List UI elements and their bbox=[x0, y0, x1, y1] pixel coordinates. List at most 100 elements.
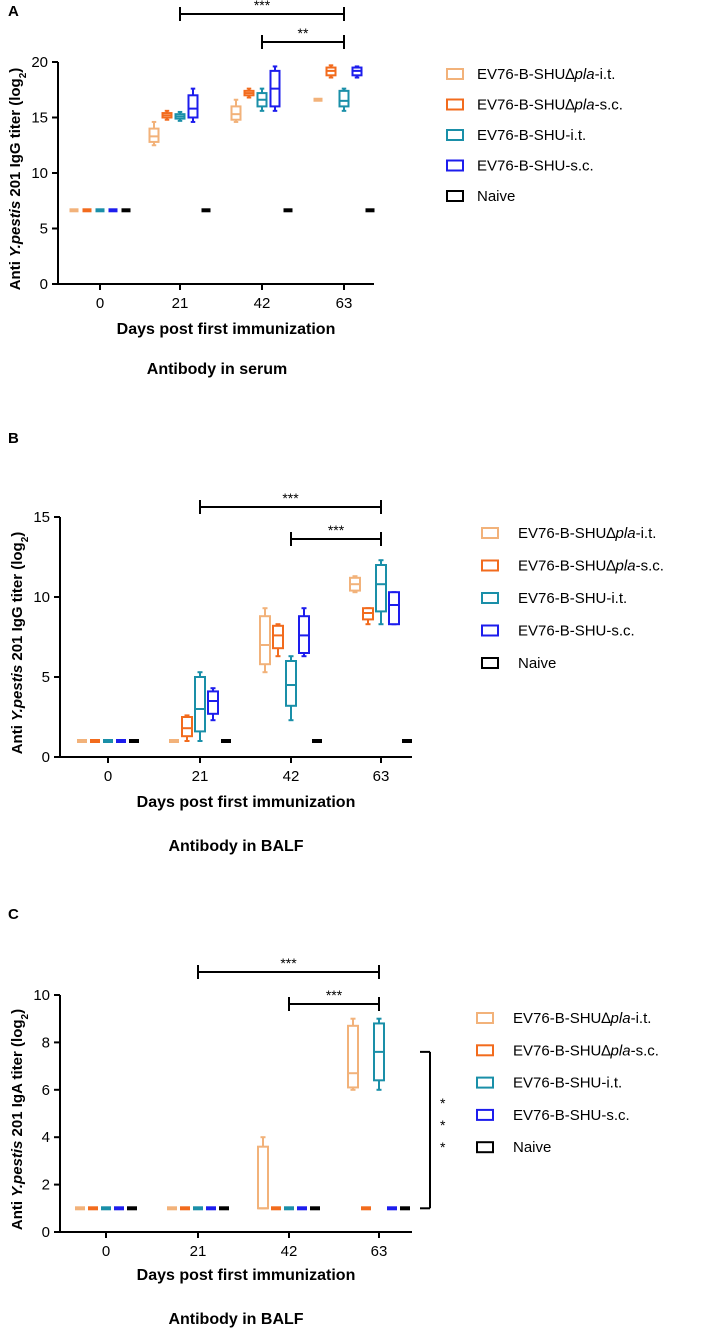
legend-label-part: pla bbox=[610, 1010, 631, 1027]
panel-label: A bbox=[8, 3, 19, 20]
y-axis-label: Anti Y.pestis 201 IgA titer (log2) bbox=[9, 1009, 31, 1230]
box bbox=[181, 716, 193, 738]
panel-caption: Antibody in BALF bbox=[168, 1311, 303, 1328]
sig-vertical-star: * bbox=[440, 1139, 446, 1155]
y-axis-label-part: ) bbox=[9, 532, 26, 537]
legend-label: EV76-B-SHU-s.c. bbox=[518, 623, 635, 640]
y-tick-label: 4 bbox=[42, 1129, 50, 1146]
sig-label: *** bbox=[280, 955, 297, 971]
box-marker bbox=[77, 739, 87, 743]
box bbox=[230, 105, 242, 121]
box-marker bbox=[116, 739, 126, 743]
box-marker bbox=[101, 1206, 111, 1211]
box-marker bbox=[90, 739, 100, 743]
legend-swatch bbox=[476, 1012, 494, 1024]
box-marker bbox=[103, 739, 113, 743]
y-axis-label: Anti Y.pestis 201 IgG titer (log2) bbox=[7, 68, 29, 291]
y-tick-label: 10 bbox=[33, 987, 50, 1004]
box bbox=[272, 624, 284, 650]
legend-label-part: EV76-B-SHU∆ bbox=[477, 97, 575, 114]
box-marker bbox=[402, 739, 412, 743]
x-tick-label: 63 bbox=[371, 1243, 388, 1260]
legend-label: Naive bbox=[518, 655, 556, 672]
sig-label: *** bbox=[326, 987, 343, 1003]
y-axis-label-part: Anti bbox=[9, 721, 26, 754]
box-marker bbox=[180, 1206, 190, 1211]
legend-label: EV76-B-SHU∆pla-s.c. bbox=[518, 558, 664, 575]
legend-label-part: EV76-B-SHU-s.c. bbox=[513, 1107, 630, 1124]
legend-label-part: EV76-B-SHU-s.c. bbox=[518, 623, 635, 640]
legend-label-part: pla bbox=[610, 1042, 631, 1059]
x-tick-label: 42 bbox=[283, 768, 300, 785]
x-tick-label: 63 bbox=[373, 768, 390, 785]
x-tick-label: 21 bbox=[190, 1243, 207, 1260]
legend-label-part: -s.c. bbox=[636, 558, 664, 575]
legend-label: EV76-B-SHU∆pla-s.c. bbox=[477, 97, 623, 114]
legend-label: Naive bbox=[477, 188, 515, 205]
y-axis-label-part: Y.pestis bbox=[9, 1141, 26, 1197]
panel-label: C bbox=[8, 906, 19, 923]
y-axis-label-part: Anti bbox=[9, 1197, 26, 1230]
legend-label-part: EV76-B-SHU∆ bbox=[513, 1042, 611, 1059]
legend-label-part: Naive bbox=[518, 655, 556, 672]
x-tick-label: 0 bbox=[96, 295, 104, 312]
sig-label: *** bbox=[282, 490, 299, 506]
box-marker bbox=[75, 1206, 85, 1211]
legend-label-part: EV76-B-SHU∆ bbox=[518, 558, 616, 575]
legend-label-part: pla bbox=[574, 66, 595, 83]
y-axis-label-part: 201 IgA titer (log bbox=[9, 1019, 26, 1140]
legend-label-part: -i.t. bbox=[636, 525, 657, 542]
legend-swatch bbox=[476, 1076, 494, 1089]
x-tick-label: 0 bbox=[104, 768, 112, 785]
legend-label-part: -i.t. bbox=[631, 1010, 652, 1027]
y-tick-label: 2 bbox=[42, 1177, 50, 1194]
legend-swatch bbox=[446, 98, 464, 111]
box bbox=[207, 690, 219, 715]
panel-label: B bbox=[8, 430, 19, 447]
box bbox=[187, 94, 199, 119]
legend-label-part: EV76-B-SHU∆ bbox=[513, 1010, 611, 1027]
sig-label: *** bbox=[328, 522, 345, 538]
legend-label: EV76-B-SHU∆pla-s.c. bbox=[513, 1042, 659, 1059]
box bbox=[148, 127, 160, 143]
legend-label-part: EV76-B-SHU∆ bbox=[518, 525, 616, 542]
box-marker bbox=[127, 1206, 137, 1211]
box bbox=[375, 564, 387, 613]
box-marker bbox=[95, 208, 105, 213]
sig-label: ** bbox=[298, 25, 309, 41]
legend-swatch bbox=[446, 68, 464, 80]
box-marker bbox=[400, 1206, 410, 1211]
y-axis-label-part: 201 IgG titer (log bbox=[7, 78, 24, 201]
legend-label: EV76-B-SHU-i.t. bbox=[518, 590, 627, 607]
box bbox=[259, 615, 271, 666]
box-marker bbox=[88, 1206, 98, 1211]
legend-swatch bbox=[481, 592, 499, 604]
legend-label: EV76-B-SHU∆pla-i.t. bbox=[518, 525, 656, 542]
panel-C: C 0 2 4 6 8 10 0 21 42 63 Anti Y.pestis 201 IgA tit… bbox=[8, 906, 659, 1328]
panel-B: B 0 5 10 15 0 21 42 63 Anti Y.pestis 201 IgG tite… bbox=[8, 430, 664, 855]
legend-swatch bbox=[446, 129, 464, 141]
box-marker bbox=[284, 1206, 294, 1211]
y-tick-label: 5 bbox=[40, 221, 48, 238]
legend-label-part: EV76-B-SHU-i.t. bbox=[513, 1075, 622, 1092]
legend-swatch bbox=[476, 1108, 494, 1121]
y-axis-label-part: Y.pestis bbox=[7, 201, 24, 257]
legend-label-part: EV76-B-SHU-i.t. bbox=[518, 590, 627, 607]
x-tick-label: 0 bbox=[102, 1243, 110, 1260]
legend-label-part: Naive bbox=[477, 188, 515, 205]
box-marker bbox=[108, 208, 118, 213]
box-marker bbox=[69, 208, 79, 213]
panel-caption: Antibody in BALF bbox=[168, 838, 303, 855]
y-tick-label: 20 bbox=[31, 54, 48, 71]
box-marker bbox=[193, 1206, 203, 1211]
box-marker bbox=[310, 1206, 320, 1211]
legend-label: Naive bbox=[513, 1139, 551, 1156]
legend-label-part: EV76-B-SHU∆ bbox=[477, 66, 575, 83]
y-axis-label-part: 2 bbox=[20, 1013, 31, 1019]
y-tick-label: 0 bbox=[42, 1224, 50, 1241]
y-axis-label-part: Y.pestis bbox=[9, 665, 26, 721]
x-axis-label: Days post first immunization bbox=[117, 321, 336, 338]
legend-label-part: pla bbox=[615, 525, 636, 542]
legend-label: EV76-B-SHU∆pla-i.t. bbox=[513, 1010, 651, 1027]
y-axis-label-part: 2 bbox=[20, 536, 31, 542]
